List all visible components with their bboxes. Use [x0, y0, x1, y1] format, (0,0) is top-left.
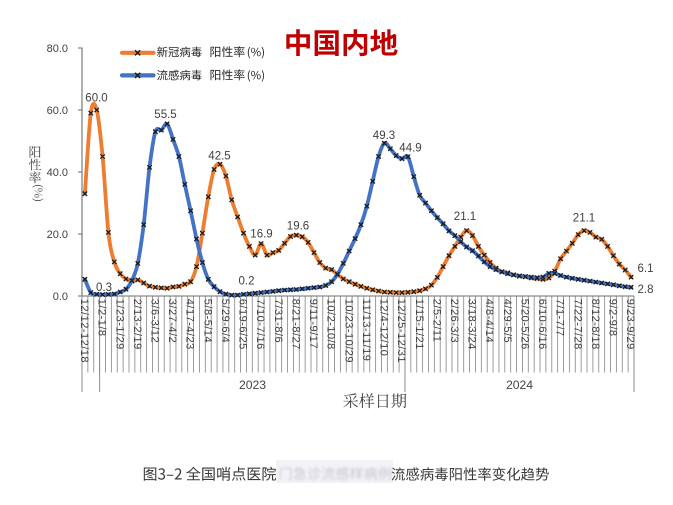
- svg-text:12/25-12/31: 12/25-12/31: [395, 299, 407, 363]
- svg-text:5/8-5/14: 5/8-5/14: [201, 299, 213, 343]
- svg-text:2023: 2023: [239, 378, 266, 392]
- svg-text:0.3: 0.3: [96, 282, 112, 294]
- svg-text:1/2-1/8: 1/2-1/8: [96, 299, 108, 337]
- svg-text:5/29-6/4: 5/29-6/4: [219, 299, 231, 343]
- svg-text:4/17-4/23: 4/17-4/23: [184, 299, 196, 350]
- svg-text:7/10-7/16: 7/10-7/16: [254, 299, 266, 350]
- svg-text:55.5: 55.5: [154, 109, 176, 121]
- svg-text:7/22-7/28: 7/22-7/28: [571, 299, 583, 350]
- svg-text:80.0: 80.0: [47, 43, 68, 55]
- svg-text:12/4-12/10: 12/4-12/10: [378, 299, 390, 357]
- svg-text:0.0: 0.0: [53, 291, 68, 303]
- svg-text:12/12-12/18: 12/12-12/18: [78, 299, 90, 363]
- svg-text:2/5-2/11: 2/5-2/11: [430, 299, 442, 343]
- svg-text:60.0: 60.0: [47, 105, 68, 117]
- svg-text:19.6: 19.6: [287, 221, 309, 233]
- svg-text:9/2-9/8: 9/2-9/8: [607, 299, 619, 337]
- svg-text:6/19-6/25: 6/19-6/25: [237, 299, 249, 350]
- svg-text:1/23-1/29: 1/23-1/29: [113, 299, 125, 350]
- svg-text:0.2: 0.2: [239, 276, 255, 288]
- svg-text:6.1: 6.1: [638, 263, 654, 275]
- svg-text:42.5: 42.5: [208, 151, 230, 163]
- svg-text:49.3: 49.3: [373, 130, 395, 142]
- svg-text:3/6-3/12: 3/6-3/12: [149, 299, 161, 343]
- svg-text:4/29-5/5: 4/29-5/5: [501, 299, 513, 343]
- svg-text:3/27-4/2: 3/27-4/2: [166, 299, 178, 343]
- svg-text:20.0: 20.0: [47, 229, 68, 241]
- svg-text:4/8-4/14: 4/8-4/14: [483, 299, 495, 343]
- svg-text:8/12-8/18: 8/12-8/18: [589, 299, 601, 350]
- svg-text:6/10-6/16: 6/10-6/16: [536, 299, 548, 350]
- svg-text:2024: 2024: [506, 378, 533, 392]
- svg-text:1/15-1/21: 1/15-1/21: [413, 299, 425, 350]
- svg-text:60.0: 60.0: [85, 93, 107, 105]
- svg-text:16.9: 16.9: [250, 229, 272, 241]
- svg-text:21.1: 21.1: [573, 213, 595, 225]
- svg-text:5/20-5/26: 5/20-5/26: [519, 299, 531, 350]
- svg-text:10/2-10/8: 10/2-10/8: [325, 299, 337, 350]
- svg-text:44.9: 44.9: [399, 143, 421, 155]
- svg-text:2.8: 2.8: [638, 284, 654, 296]
- svg-text:9/11-9/17: 9/11-9/17: [307, 299, 319, 349]
- svg-text:8/21-8/27: 8/21-8/27: [289, 299, 301, 350]
- svg-text:10/23-10/29: 10/23-10/29: [342, 299, 354, 363]
- svg-text:21.1: 21.1: [454, 211, 476, 223]
- svg-text:11/13-11/19: 11/13-11/19: [360, 299, 372, 362]
- svg-text:7/31-8/6: 7/31-8/6: [272, 299, 284, 343]
- svg-text:2/26-3/3: 2/26-3/3: [448, 299, 460, 343]
- svg-text:7/1-7/7: 7/1-7/7: [554, 299, 566, 337]
- svg-text:2/13-2/19: 2/13-2/19: [131, 299, 143, 350]
- svg-text:3/18-3/24: 3/18-3/24: [466, 299, 478, 350]
- svg-text:40.0: 40.0: [47, 167, 68, 179]
- svg-text:9/23-9/29: 9/23-9/29: [624, 299, 636, 350]
